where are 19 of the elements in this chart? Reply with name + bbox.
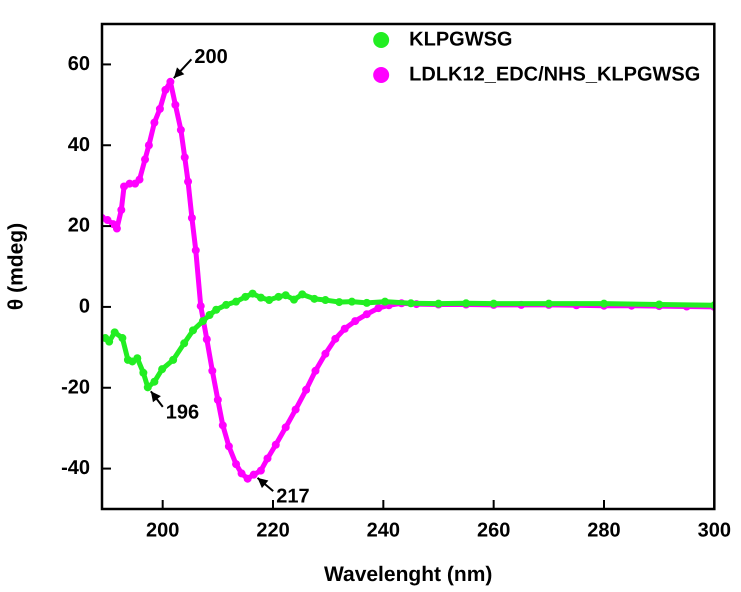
annotation: 217: [276, 486, 310, 508]
x-tick-label: 240: [366, 520, 400, 542]
annotation: 196: [166, 401, 200, 424]
legend-label: KLPGWSG: [409, 28, 513, 51]
x-tick-label: 260: [476, 520, 510, 542]
y-tick-label: 0: [78, 295, 90, 318]
y-tick-label: 20: [68, 214, 90, 237]
y-tick-label: 40: [68, 134, 90, 156]
y-tick-label: -40: [61, 457, 90, 480]
x-axis-title: Wavelenght (nm): [324, 563, 492, 586]
y-axis-title: θ (mdeg): [4, 222, 28, 310]
y-tick-label: 60: [68, 52, 90, 75]
x-tick-label: 300: [698, 520, 732, 542]
x-tick-label: 280: [587, 520, 621, 542]
annotation: 200: [194, 46, 228, 68]
x-tick-label: 220: [256, 520, 290, 542]
x-tick-label: 200: [146, 520, 180, 542]
y-tick-label: -20: [61, 376, 90, 398]
legend-label: LDLK12_EDC/NHS_KLPGWSG: [409, 64, 700, 86]
